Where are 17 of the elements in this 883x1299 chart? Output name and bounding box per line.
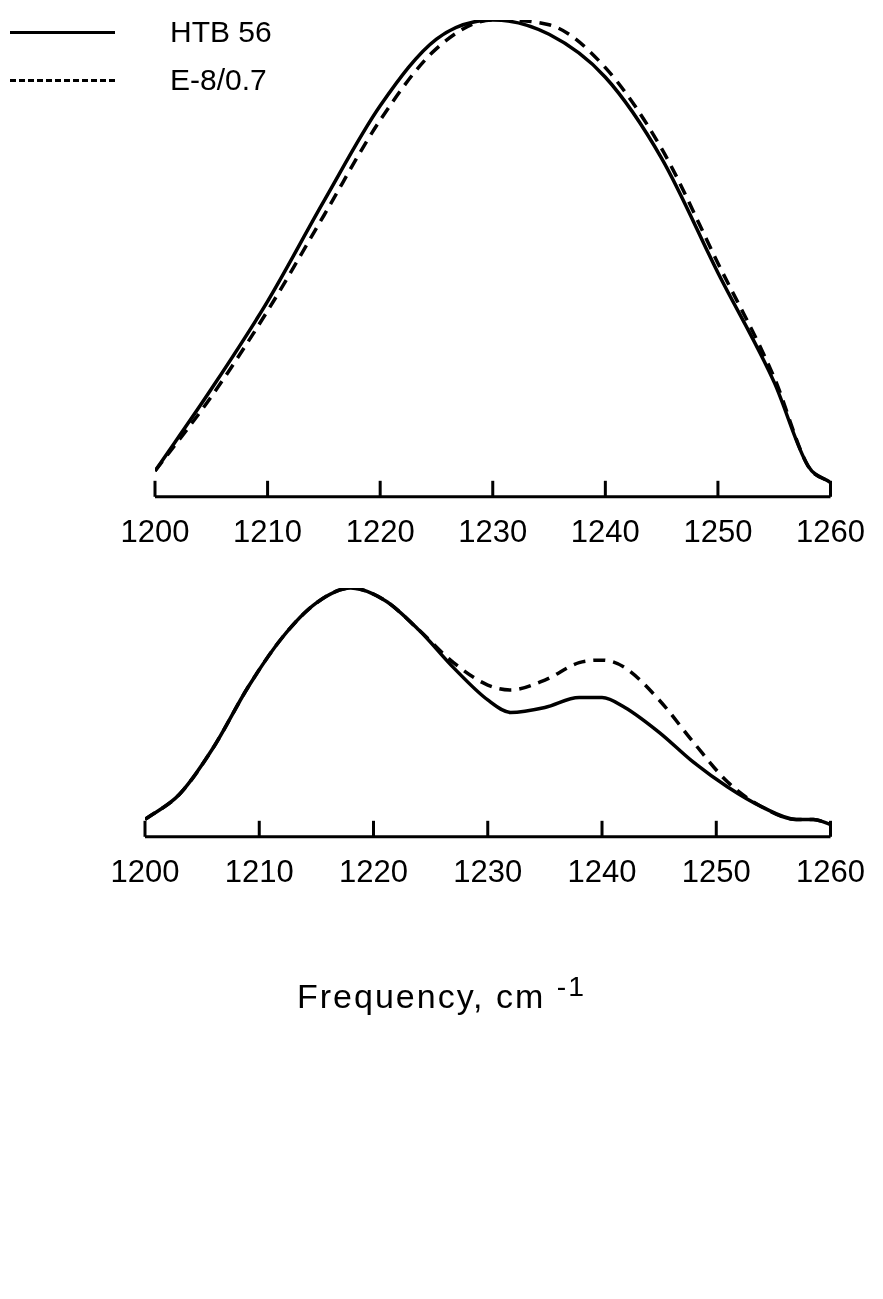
x-tick-label: 1250 xyxy=(681,853,751,889)
legend-label: E-8/0.7 xyxy=(170,62,267,98)
legend-label: HTB 56 xyxy=(170,14,272,50)
x-tick-label: 1200 xyxy=(120,513,190,549)
x-tick-label: 1210 xyxy=(224,853,294,889)
x-tick-label: 1220 xyxy=(345,513,415,549)
x-tick-label: 1260 xyxy=(796,853,865,889)
x-axis-title: Frequency, cm $^{-1}$ xyxy=(296,970,587,1017)
x-tick-label: 1210 xyxy=(233,513,303,549)
x-tick-label: 1260 xyxy=(796,513,865,549)
x-tick-label: 1240 xyxy=(567,853,637,889)
x-tick-label: 1200 xyxy=(110,853,180,889)
x-tick-label: 1230 xyxy=(453,853,523,889)
x-tick-label: 1230 xyxy=(458,513,528,549)
x-tick-label: 1220 xyxy=(339,853,408,889)
x-tick-label: 1250 xyxy=(683,513,753,549)
x-tick-label: 1240 xyxy=(570,513,640,549)
